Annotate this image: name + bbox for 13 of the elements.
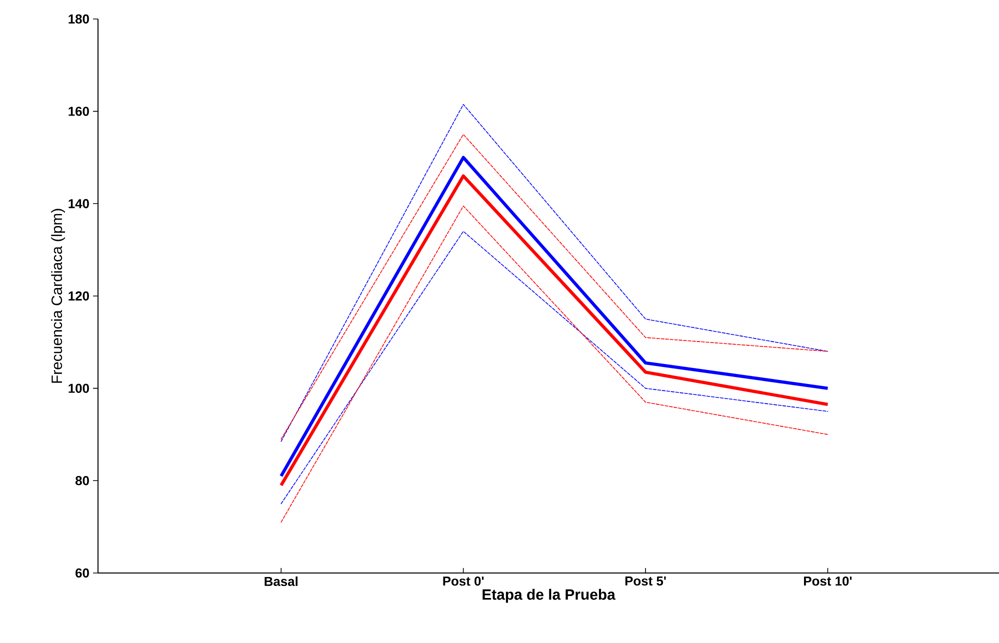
y-tick-label: 160 bbox=[68, 106, 89, 116]
y-tick-label: 100 bbox=[68, 384, 89, 393]
y-tick-label: 60 bbox=[76, 568, 89, 578]
x-axis-title: Etapa de la Prueba bbox=[482, 588, 616, 603]
x-tick-label: Post 5' bbox=[625, 576, 666, 586]
y-tick-label: 180 bbox=[68, 14, 89, 24]
x-tick-label: Basal bbox=[264, 576, 298, 586]
y-tick-label: 80 bbox=[75, 476, 89, 486]
y-tick-label: 120 bbox=[68, 291, 89, 301]
x-tick-label: Post 0' bbox=[443, 576, 484, 586]
x-tick-label: Post 10' bbox=[804, 576, 852, 586]
y-axis-title: Frecuencia Cardiaca (lpm) bbox=[51, 208, 66, 383]
y-tick-label: 140 bbox=[68, 199, 89, 208]
